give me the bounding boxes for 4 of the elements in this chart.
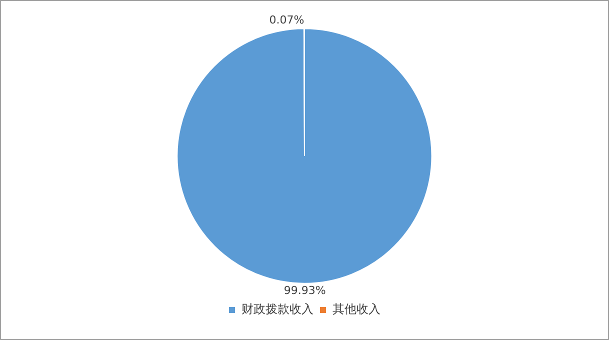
legend-label: 财政拨款收入 <box>242 302 314 316</box>
data-label: 0.07% <box>269 14 304 27</box>
data-label: 99.93% <box>284 284 326 298</box>
legend-label: 其他收入 <box>332 302 380 316</box>
